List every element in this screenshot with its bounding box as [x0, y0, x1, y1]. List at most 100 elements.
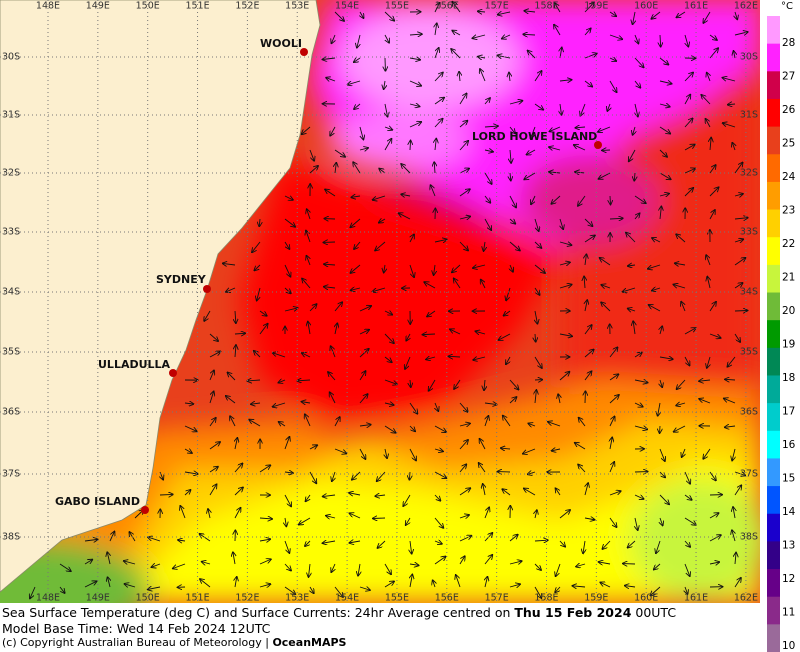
current-arrow	[710, 138, 711, 151]
colorbar-swatch	[767, 98, 780, 128]
current-arrow	[706, 255, 711, 266]
current-arrow	[434, 541, 442, 544]
current-arrow	[659, 357, 673, 359]
lon-label: 151E	[185, 1, 209, 12]
current-arrow	[484, 150, 493, 152]
current-arrow	[360, 11, 364, 18]
current-arrow	[208, 509, 210, 519]
current-arrow	[734, 485, 741, 496]
lon-label: 152E	[235, 593, 259, 604]
colorbar-swatch	[767, 430, 780, 459]
lat-label: 30S	[740, 52, 758, 63]
current-arrow	[259, 465, 270, 473]
current-arrow	[334, 417, 340, 427]
current-arrow	[309, 445, 317, 449]
current-arrow	[334, 302, 342, 312]
current-arrow	[226, 287, 236, 292]
current-arrow	[682, 448, 685, 457]
current-arrow	[576, 564, 586, 567]
current-arrow	[684, 540, 690, 547]
current-arrow	[434, 3, 440, 13]
current-arrow	[302, 126, 311, 134]
current-arrow	[184, 403, 193, 404]
current-arrow	[654, 563, 661, 570]
current-arrow	[549, 172, 561, 173]
current-arrow	[558, 394, 560, 404]
colorbar-label: 20	[782, 305, 795, 317]
current-arrow	[384, 379, 397, 384]
current-arrow	[373, 287, 386, 292]
current-arrow	[109, 532, 114, 542]
current-arrow	[434, 73, 443, 82]
current-arrow	[234, 487, 243, 496]
current-arrow	[409, 425, 415, 431]
current-arrow	[452, 264, 461, 272]
current-arrow	[326, 78, 336, 81]
current-arrow	[473, 265, 486, 268]
current-arrow	[434, 425, 446, 432]
current-arrow	[84, 560, 92, 565]
lon-label: 148E	[36, 593, 60, 604]
current-arrow	[634, 195, 646, 203]
colorbar-swatch	[767, 624, 780, 652]
current-arrow	[384, 127, 392, 130]
current-arrow	[481, 280, 486, 289]
current-arrow	[409, 264, 414, 277]
colorbar-label: 21	[782, 272, 795, 284]
current-arrow	[375, 241, 386, 250]
current-arrow	[359, 349, 369, 358]
current-arrow	[524, 172, 536, 179]
current-arrow	[252, 241, 261, 252]
current-arrow	[607, 103, 610, 111]
current-arrow	[309, 166, 318, 174]
current-arrow	[484, 195, 490, 203]
current-arrow	[585, 254, 586, 266]
lat-label: 35S	[740, 347, 758, 358]
current-arrow	[610, 195, 611, 204]
current-arrow	[385, 448, 387, 458]
current-arrow	[209, 351, 220, 358]
current-arrow	[326, 516, 336, 518]
current-arrow	[410, 575, 412, 588]
current-arrow	[351, 288, 361, 290]
place-label: WOOLI	[260, 37, 302, 50]
current-arrow	[359, 425, 371, 426]
current-arrow	[160, 471, 163, 480]
current-arrow	[501, 448, 511, 449]
current-arrow	[633, 11, 635, 24]
current-arrow	[124, 561, 136, 564]
current-arrow	[410, 141, 411, 151]
current-arrow	[350, 264, 361, 273]
current-arrow	[534, 356, 542, 368]
current-arrow	[334, 586, 343, 597]
current-arrow	[459, 72, 460, 82]
current-arrow	[634, 494, 644, 499]
current-arrow	[559, 285, 572, 289]
current-arrow	[459, 241, 468, 250]
map-labels: 148E 148E 149E 149E 150E 150E 151E 151E 152E 152E…	[2, 1, 758, 604]
current-arrow	[684, 145, 695, 151]
current-arrow	[184, 490, 191, 496]
current-arrow	[309, 471, 316, 483]
current-arrow	[235, 438, 237, 450]
current-arrow	[659, 494, 669, 504]
lon-label: 158E	[534, 593, 558, 604]
place-label: LORD HOWE ISLAND	[472, 130, 597, 143]
caption-line-2: Model Base Time: Wed 14 Feb 2024 12UTC	[2, 621, 270, 636]
current-arrow	[297, 380, 311, 381]
current-arrow	[284, 472, 293, 473]
current-arrow	[234, 333, 245, 334]
place-label: GABO ISLAND	[55, 495, 140, 508]
current-arrow	[523, 34, 536, 35]
current-arrow	[523, 448, 536, 454]
current-arrow	[151, 564, 161, 567]
current-arrow	[230, 416, 236, 427]
colorbar-label: 24	[782, 171, 796, 183]
current-arrow	[279, 422, 286, 426]
current-arrow	[484, 555, 492, 565]
current-arrow	[584, 371, 592, 381]
lon-label: 151E	[185, 593, 209, 604]
caption-text: (c) Copyright Australian Bureau of Meteo…	[2, 636, 273, 649]
current-arrow	[478, 57, 486, 58]
current-arrow	[649, 305, 661, 312]
